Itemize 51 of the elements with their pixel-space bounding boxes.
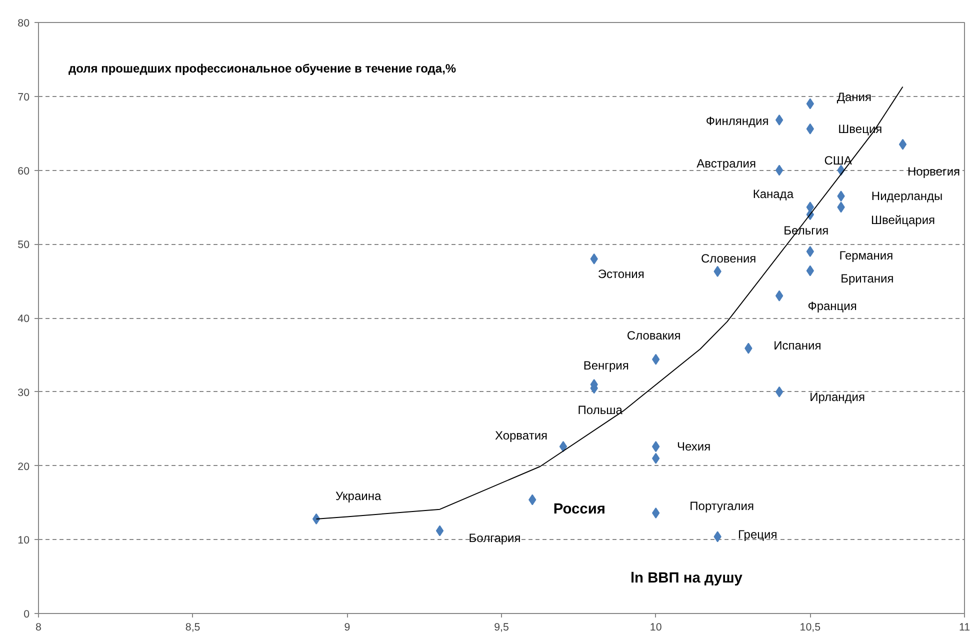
y-tick-label: 70: [18, 91, 30, 104]
point: [898, 138, 907, 150]
annotation: Норвегия: [908, 164, 960, 178]
point: [312, 513, 320, 524]
annotation: Хорватия: [494, 428, 548, 443]
annotation: Британия: [840, 272, 894, 286]
annotation: Чехия: [677, 440, 711, 454]
x-tick-label: 9: [344, 622, 350, 634]
annotation: Дания: [836, 90, 872, 104]
annotation: Греция: [738, 528, 778, 542]
x-tick-label: 8: [36, 622, 42, 634]
point: [775, 386, 784, 398]
point: [775, 290, 784, 302]
x-tick-label: 9,5: [494, 622, 509, 634]
annotation: США: [824, 153, 852, 168]
y-tick-label: 40: [18, 313, 30, 325]
text: доля прошедших профессиональное обучение в течение года,%: [68, 62, 456, 76]
annotation: Германия: [839, 248, 894, 263]
annotation: Словакия: [626, 328, 681, 342]
point: [436, 525, 444, 536]
annotation: Нидерланды: [871, 189, 943, 204]
annotation: Швейцария: [871, 213, 936, 228]
point: [775, 114, 784, 126]
annotation: Польша: [578, 403, 623, 418]
x-tick-label: 10: [650, 622, 662, 634]
annotation: Португалия: [690, 499, 754, 514]
y-tick-label: 80: [18, 18, 30, 30]
x-tick-label: 10,5: [800, 622, 821, 634]
annotation: Венгрия: [583, 358, 629, 372]
y-tick-label: 10: [18, 534, 30, 547]
annotation: Австралия: [696, 156, 756, 170]
annotation: Украина: [335, 488, 382, 503]
annotation: Болгария: [468, 530, 521, 545]
y-tick-label: 50: [18, 239, 30, 252]
annotation: Канада: [752, 187, 794, 202]
y-tick-label: 0: [24, 608, 30, 620]
x-tick-label: 8,5: [185, 622, 200, 634]
point: [775, 164, 784, 176]
annotation: Эстония: [598, 266, 644, 281]
annotation: Франция: [808, 298, 857, 313]
point: [559, 441, 568, 452]
annotation: Словения: [700, 251, 756, 266]
y-tick-label: 60: [18, 165, 30, 178]
y-tick-label: 20: [18, 460, 30, 473]
annotation: Финляндия: [706, 114, 769, 128]
x-tick-label: 11: [958, 622, 970, 634]
annotation: Ирландия: [810, 390, 866, 404]
annotation: Россия: [553, 502, 606, 518]
y-tick-label: 30: [18, 386, 30, 399]
x-axis-title: ln ВВП на душу: [630, 570, 744, 586]
annotation: Испания: [774, 338, 822, 352]
